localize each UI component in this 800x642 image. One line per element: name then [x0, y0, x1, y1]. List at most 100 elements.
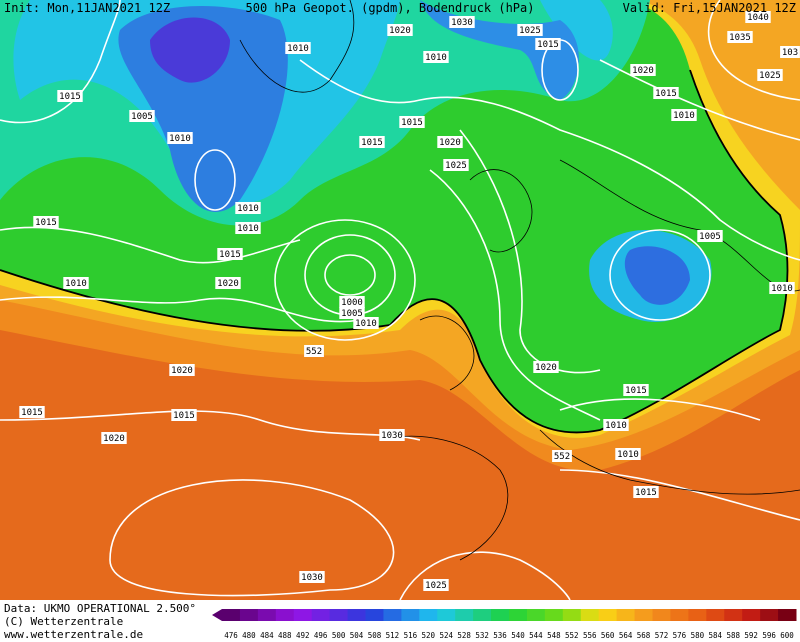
isobar-label: 1005: [341, 309, 363, 319]
colorbar-label: 508: [368, 631, 382, 640]
colorbar-swatch: [419, 609, 438, 621]
isobar-label-box: [443, 159, 469, 171]
colorbar-label: 500: [332, 631, 346, 640]
colorbar-label: 572: [655, 631, 669, 640]
isobar-label: 1010: [425, 53, 447, 63]
isobar-labels: 1030 1020 1025 1015 1010 1010 1020 1035 1040 1025…: [19, 11, 800, 591]
colorbar-label: 556: [583, 631, 597, 640]
colorbar-swatch: [580, 609, 600, 621]
colorbar-label: 560: [601, 631, 615, 640]
isobar-label-box: [633, 486, 659, 498]
colorbar-swatch: [670, 609, 689, 621]
field-cyan: [540, 0, 613, 61]
colorbar-label: 512: [386, 631, 400, 640]
colorbar-label: 564: [619, 631, 633, 640]
colorbar-label: 528: [457, 631, 471, 640]
isobar-label-box: [449, 16, 475, 28]
isobar-label-box: [217, 248, 243, 260]
colorbar-swatch: [634, 609, 653, 621]
colorbar-label: 532: [475, 631, 489, 640]
colorbar-swatch: [275, 609, 295, 621]
colorbar-label: 492: [296, 631, 310, 640]
isobar-label-box: [780, 46, 800, 58]
colorbar-label: 540: [511, 631, 525, 640]
isobars: [0, 0, 800, 600]
isobar-label: 1025: [759, 71, 781, 81]
isobar-label-box: [697, 230, 723, 242]
field-purple: [150, 17, 230, 83]
colorbar-swatch: [401, 609, 420, 621]
isobar-label: 1035: [729, 33, 751, 43]
colorbar-label: 552: [565, 631, 579, 640]
isobar-label: 1015: [401, 118, 423, 128]
colorbar-arrow: [212, 609, 222, 621]
isobar-label-box: [57, 90, 83, 102]
isobar-label: 1015: [361, 138, 383, 148]
isobar-label-box: [167, 132, 193, 144]
isobar-label-box: [235, 222, 261, 234]
colorbar-swatch: [239, 609, 259, 621]
isobar-label-box: [533, 361, 559, 373]
isobar-label-box: [757, 69, 783, 81]
isobar-label: 1015: [625, 386, 647, 396]
isobar-label-box: [423, 51, 449, 63]
isobar-label: 1010: [673, 111, 695, 121]
isobar-label-box: [19, 406, 45, 418]
colorbar-swatch: [509, 609, 528, 621]
colorbar-swatch: [616, 609, 636, 621]
isobar-label-box: [399, 116, 425, 128]
colorbar-swatch: [688, 609, 707, 621]
isobar-label: 1010: [169, 134, 191, 144]
isobar-label: 1015: [59, 92, 81, 102]
contour-552: [0, 69, 789, 434]
isobar-label-box: [339, 307, 365, 319]
colorbar-label: 580: [691, 631, 705, 640]
isobar-label-box: [353, 317, 379, 329]
colorbar-swatch: [311, 609, 331, 621]
colorbar-label: 584: [709, 631, 723, 640]
colorbar-swatch: [742, 609, 761, 621]
colorbar-swatch: [347, 609, 366, 621]
colorbar-label: 496: [314, 631, 328, 640]
colorbar-swatch: [526, 609, 546, 621]
isobar-label-box: [671, 109, 697, 121]
colorbar-label: 544: [529, 631, 543, 640]
isobar-label: 1025: [445, 161, 467, 171]
isobar-label: 1020: [103, 434, 125, 444]
colorbar-swatch: [562, 609, 582, 621]
isobar-label: 1015: [173, 411, 195, 421]
copyright: (C) Wetterzentrale: [4, 615, 123, 628]
website: www.wetterzentrale.de: [4, 628, 143, 641]
colorbar-swatch: [598, 609, 618, 621]
isobar-label-box: [535, 38, 561, 50]
isobar-label: 1010: [237, 224, 259, 234]
colorbar-label: 576: [673, 631, 687, 640]
isobar-label: 1020: [535, 363, 557, 373]
isobar-label: 1010: [65, 279, 87, 289]
colorbar-label: 484: [260, 631, 274, 640]
isobar-label-box: [169, 364, 195, 376]
isobar-label: 103: [782, 48, 798, 58]
colorbar-swatch: [760, 609, 779, 621]
colorbar-swatch: [257, 609, 277, 621]
map-title: 500 hPa Geopot. (gpdm), Bodendruck (hPa): [246, 1, 535, 15]
colorbar-swatch: [329, 609, 349, 621]
isobar-label: 1025: [519, 26, 541, 36]
isobar-label: 1020: [217, 279, 239, 289]
isobar-label-box: [727, 31, 753, 43]
contour-label: 552: [554, 452, 570, 462]
colorbar-swatch: [293, 609, 313, 621]
isobar-label: 1000: [341, 298, 363, 308]
colorbar-label: 548: [547, 631, 561, 640]
isobar-label: 1010: [617, 450, 639, 460]
isobar-label-box: [745, 11, 771, 23]
colorbar-label: 592: [744, 631, 758, 640]
isobar-label: 1030: [451, 18, 473, 28]
colorbar-label: 488: [278, 631, 292, 640]
colorbar-label: 588: [726, 631, 740, 640]
isobar-label-box: [299, 571, 325, 583]
isobar-label: 1020: [439, 138, 461, 148]
isobar-label-box: [387, 24, 413, 36]
isobar-label: 1020: [632, 66, 654, 76]
isobar-label-box: [33, 216, 59, 228]
